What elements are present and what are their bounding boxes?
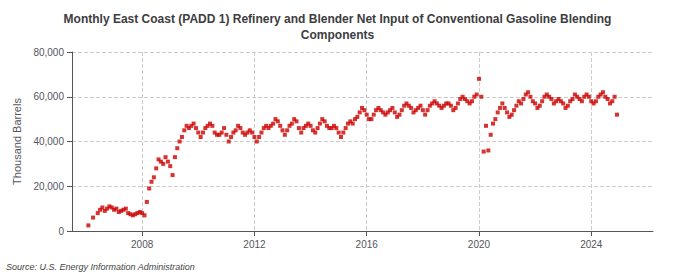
svg-text:2024: 2024 — [580, 239, 603, 250]
svg-text:2016: 2016 — [356, 239, 379, 250]
svg-text:2008: 2008 — [131, 239, 154, 250]
svg-text:0: 0 — [58, 226, 64, 237]
svg-text:Components: Components — [301, 28, 375, 42]
svg-text:2020: 2020 — [468, 239, 491, 250]
svg-text:60,000: 60,000 — [33, 91, 64, 102]
svg-text:20,000: 20,000 — [33, 181, 64, 192]
svg-text:80,000: 80,000 — [33, 47, 64, 58]
svg-text:Monthly East Coast (PADD 1) Re: Monthly East Coast (PADD 1) Refinery and… — [64, 12, 612, 26]
svg-text:Thousand Barrels: Thousand Barrels — [11, 98, 23, 185]
svg-text:2012: 2012 — [243, 239, 266, 250]
svg-text:40,000: 40,000 — [33, 136, 64, 147]
svg-text:Source: U.S. Energy Informatio: Source: U.S. Energy Information Administ… — [6, 262, 195, 272]
